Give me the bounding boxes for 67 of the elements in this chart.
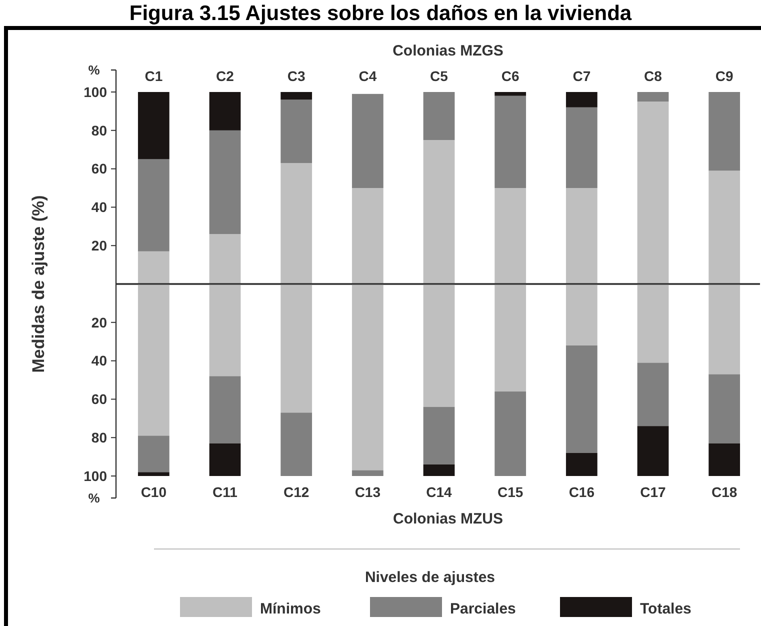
y-tick-label: 20 <box>91 314 108 330</box>
bar <box>566 92 598 108</box>
bar <box>280 412 312 476</box>
bar <box>708 374 740 444</box>
x-tick-label: C11 <box>212 484 238 500</box>
y-tick-label: 80 <box>91 122 108 138</box>
bar <box>138 436 170 472</box>
bar <box>352 470 384 476</box>
y-tick-label: 80 <box>91 430 108 446</box>
x-tick-label: C7 <box>572 68 591 84</box>
legend-label: Mínimos <box>260 600 321 618</box>
legend-label: Parciales <box>450 600 516 618</box>
bar <box>138 92 170 160</box>
bar <box>494 392 526 476</box>
y-tick-label: 60 <box>91 160 108 177</box>
x-axis-title: Colonias MZUS <box>392 510 504 528</box>
y-tick-label: 40 <box>91 352 108 369</box>
bar <box>209 130 241 234</box>
bar <box>637 426 669 476</box>
bar <box>637 92 669 102</box>
bar <box>494 92 526 96</box>
bar <box>280 100 312 164</box>
bar <box>494 96 526 188</box>
x-tick-label: C14 <box>426 484 452 500</box>
y-tick-label: 40 <box>91 199 108 216</box>
y-tick-label: 100 <box>84 468 108 484</box>
bar <box>566 107 598 188</box>
bar <box>352 94 384 188</box>
x-tick-label: C4 <box>358 68 377 84</box>
x-tick-label: C15 <box>497 484 524 500</box>
y-tick-label: 60 <box>91 391 108 408</box>
x-tick-label: C1 <box>144 68 163 84</box>
x-tick-label: C12 <box>283 484 310 500</box>
bar <box>280 92 312 100</box>
bar <box>708 92 740 171</box>
x-tick-label: C10 <box>140 484 167 500</box>
x-tick-label: C6 <box>501 68 520 84</box>
bar <box>138 472 170 476</box>
y-tick-label: 100 <box>84 84 108 100</box>
x-tick-label: C5 <box>430 68 448 84</box>
x-tick-label: C18 <box>711 484 738 500</box>
y-axis-title: Medidas de ajuste (%) <box>29 195 48 373</box>
y-tick-label: 20 <box>91 238 108 254</box>
x-tick-label: C3 <box>287 68 306 84</box>
x-tick-label: C17 <box>640 484 666 500</box>
bar <box>423 464 455 476</box>
bar <box>423 406 455 464</box>
legend-title: Niveles de ajustes <box>364 569 496 586</box>
bar <box>637 362 669 426</box>
bar <box>708 443 740 476</box>
bar <box>423 92 455 140</box>
x-tick-label: C13 <box>354 484 381 500</box>
x-axis-title: Colonias MZGS <box>392 42 504 60</box>
bar <box>566 345 598 453</box>
legend-label: Totales <box>640 600 692 618</box>
x-tick-label: C2 <box>216 68 234 84</box>
text: % <box>88 490 100 506</box>
bar <box>209 443 241 476</box>
bar <box>566 452 598 476</box>
chart-title: Figura 3.15 Ajustes sobre los daños en la vivienda <box>129 2 632 25</box>
bar <box>209 92 241 130</box>
bar <box>209 376 241 444</box>
x-tick-label: C9 <box>715 68 734 84</box>
text: % <box>88 62 100 78</box>
bar <box>138 159 170 252</box>
x-tick-label: C8 <box>644 68 662 84</box>
x-tick-label: C16 <box>568 484 595 500</box>
